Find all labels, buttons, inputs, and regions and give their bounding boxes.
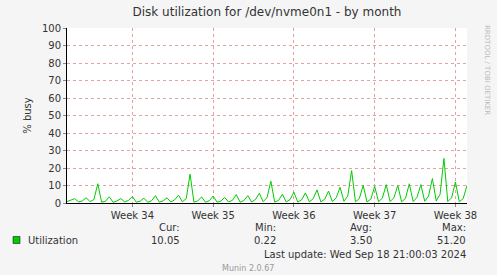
svg-text:100: 100 xyxy=(42,23,61,34)
svg-text:Cur:: Cur: xyxy=(159,222,180,233)
svg-text:Utilization: Utilization xyxy=(28,235,78,246)
svg-text:50: 50 xyxy=(48,110,61,121)
svg-text:RRDTOOL / TOBI OETIKER: RRDTOOL / TOBI OETIKER xyxy=(483,25,491,115)
svg-text:30: 30 xyxy=(48,145,61,156)
svg-text:0: 0 xyxy=(55,198,61,209)
svg-text:40: 40 xyxy=(48,128,61,139)
svg-text:10.05: 10.05 xyxy=(151,235,180,246)
svg-text:Max:: Max: xyxy=(442,222,466,233)
svg-text:Avg:: Avg: xyxy=(350,222,372,233)
svg-text:Last update: Wed Sep 18 21:00:: Last update: Wed Sep 18 21:00:03 2024 xyxy=(264,249,466,260)
svg-text:Munin 2.0.67: Munin 2.0.67 xyxy=(222,264,274,273)
svg-text:90: 90 xyxy=(48,40,61,51)
svg-text:0.22: 0.22 xyxy=(254,235,276,246)
svg-text:70: 70 xyxy=(48,75,61,86)
svg-text:20: 20 xyxy=(48,163,61,174)
svg-text:80: 80 xyxy=(48,58,61,69)
svg-text:51.20: 51.20 xyxy=(437,235,466,246)
svg-text:Week 36: Week 36 xyxy=(272,210,315,221)
svg-text:Week 34: Week 34 xyxy=(111,210,154,221)
svg-text:10: 10 xyxy=(48,180,61,191)
svg-text:60: 60 xyxy=(48,93,61,104)
svg-text:Disk utilization for /dev/nvme: Disk utilization for /dev/nvme0n1 - by m… xyxy=(133,5,402,19)
svg-text:3.50: 3.50 xyxy=(350,235,372,246)
svg-text:% busy: % busy xyxy=(22,97,33,134)
svg-text:Week 38: Week 38 xyxy=(434,210,477,221)
svg-text:Week 37: Week 37 xyxy=(353,210,396,221)
svg-text:Week 35: Week 35 xyxy=(191,210,234,221)
svg-text:Min:: Min: xyxy=(255,222,276,233)
